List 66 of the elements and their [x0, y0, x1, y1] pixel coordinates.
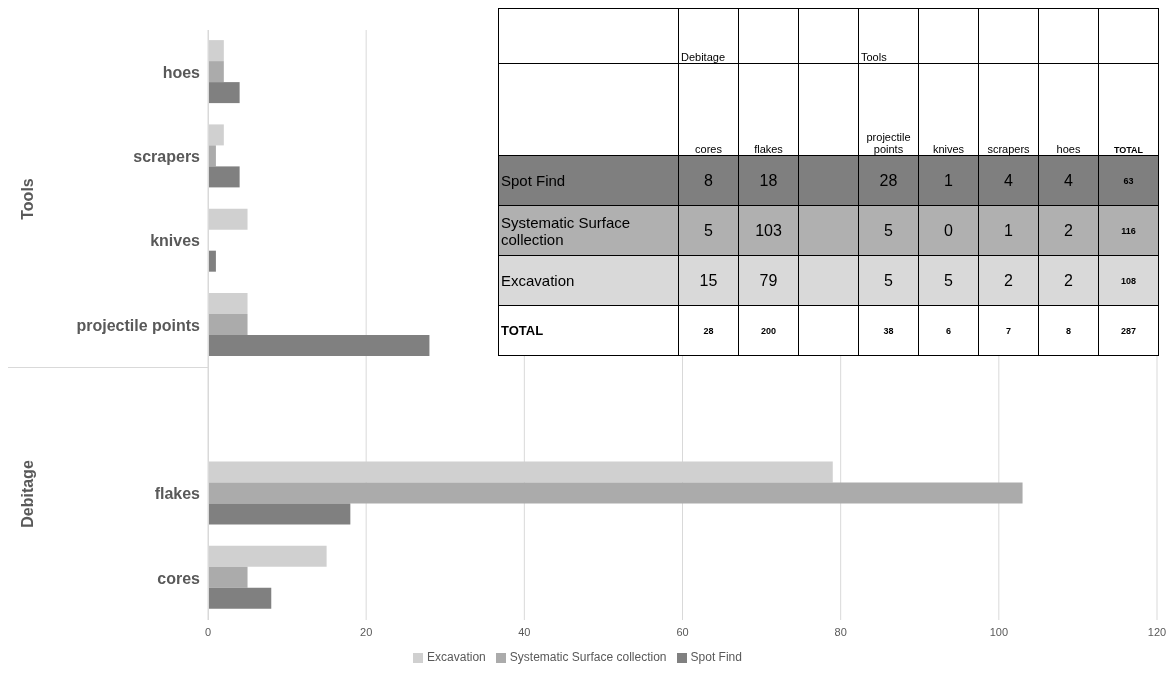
data-label: 7	[1005, 325, 1011, 336]
y-tick-label: TOTAL	[501, 323, 544, 338]
data-label: 200	[760, 325, 777, 336]
data-label: 79	[759, 271, 778, 289]
y-tick-label: knives	[150, 232, 201, 250]
data-label: 28	[879, 171, 898, 189]
y-tick-label: projectile points	[76, 316, 201, 334]
data-label: 8	[704, 171, 713, 189]
x-tick-label: projectile points	[866, 131, 911, 155]
data-label: 63	[1123, 175, 1134, 186]
y-tick-label: Spot Find	[501, 172, 566, 189]
data-label: 5	[884, 221, 893, 239]
bar	[208, 334, 430, 356]
data-label: 116	[1121, 225, 1136, 236]
data-label: 4	[1004, 171, 1013, 189]
annotation: Tools	[858, 8, 919, 64]
data-label: 103	[755, 221, 782, 239]
x-tick-label: TOTAL	[1113, 145, 1144, 155]
x-tick-label: cores	[695, 143, 722, 155]
data-label: 5	[944, 271, 953, 289]
data-label: 5	[884, 271, 893, 289]
bar	[208, 166, 240, 188]
y-tick-label: hoes	[162, 63, 201, 81]
data-label: 108	[1120, 275, 1137, 286]
data-label: 287	[1120, 325, 1137, 336]
data-label: 1	[1004, 221, 1013, 239]
x-tick-label: 20	[360, 625, 373, 638]
data-label: 28	[703, 325, 714, 336]
bar	[208, 482, 1023, 504]
y-tick-label: Systematic Surface collection	[501, 213, 631, 248]
data-label: 15	[699, 271, 718, 289]
data-label: 6	[945, 325, 951, 336]
x-tick-label: 80	[834, 625, 847, 638]
data-label: 2	[1064, 221, 1073, 239]
data-label: 8	[1065, 325, 1071, 336]
bar	[208, 503, 351, 525]
bar	[208, 313, 248, 335]
x-tick-label: 0	[204, 625, 212, 638]
x-tick-label: scrapers	[987, 143, 1030, 155]
data-label: 4	[1064, 171, 1073, 189]
bar	[208, 61, 224, 83]
text: Tools	[19, 177, 37, 220]
bar	[208, 82, 240, 104]
annotation: Debitage	[678, 8, 739, 64]
bar	[208, 566, 248, 588]
x-tick-label: flakes	[754, 143, 783, 155]
x-tick-label: 100	[989, 625, 1009, 638]
legend-label: Spot Find	[690, 650, 742, 664]
x-tick-label: 60	[676, 625, 689, 638]
x-tick-label: hoes	[1056, 143, 1081, 155]
data-label: 18	[759, 171, 778, 189]
x-tick-label: 120	[1147, 625, 1167, 638]
y-tick-label: Excavation	[501, 272, 575, 289]
bar	[208, 587, 272, 609]
data-label: 1	[944, 171, 953, 189]
data-label: 2	[1004, 271, 1013, 289]
data-label: 5	[704, 221, 713, 239]
text: Debitage	[19, 459, 37, 528]
legend-label: Excavation	[427, 650, 486, 664]
x-tick-label: 40	[518, 625, 531, 638]
data-label: 2	[1064, 271, 1073, 289]
y-tick-label: cores	[157, 569, 201, 587]
data-label: 38	[883, 325, 894, 336]
data-label: 0	[944, 221, 953, 239]
y-tick-label: flakes	[154, 485, 201, 503]
x-tick-label: knives	[932, 143, 965, 155]
